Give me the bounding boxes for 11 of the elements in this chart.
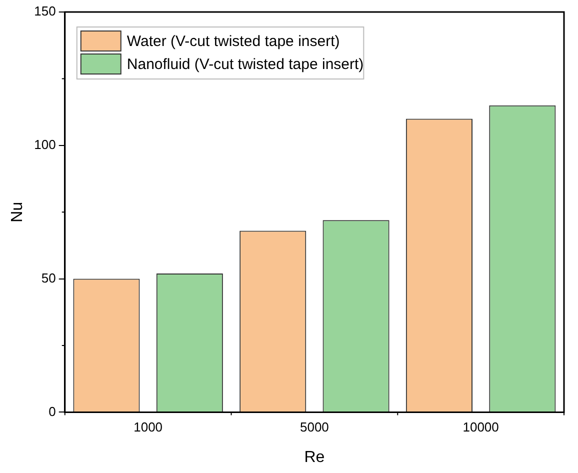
legend-label: Water (V-cut twisted tape insert)	[126, 33, 340, 50]
x-tick-label: 1000	[134, 420, 163, 435]
y-tick-label: 0	[48, 404, 56, 419]
legend-label: Nanofluid (V-cut twisted tape insert)	[126, 56, 364, 74]
y-tick-label: 50	[41, 270, 56, 286]
y-axis-title: Nu	[9, 202, 26, 222]
x-axis-title: Re	[304, 448, 325, 466]
x-tick-label: 5000	[300, 420, 329, 435]
y-tick-label: 100	[34, 136, 56, 152]
y-tick-label: 150	[34, 4, 56, 19]
x-tick-label: 10000	[462, 420, 499, 435]
